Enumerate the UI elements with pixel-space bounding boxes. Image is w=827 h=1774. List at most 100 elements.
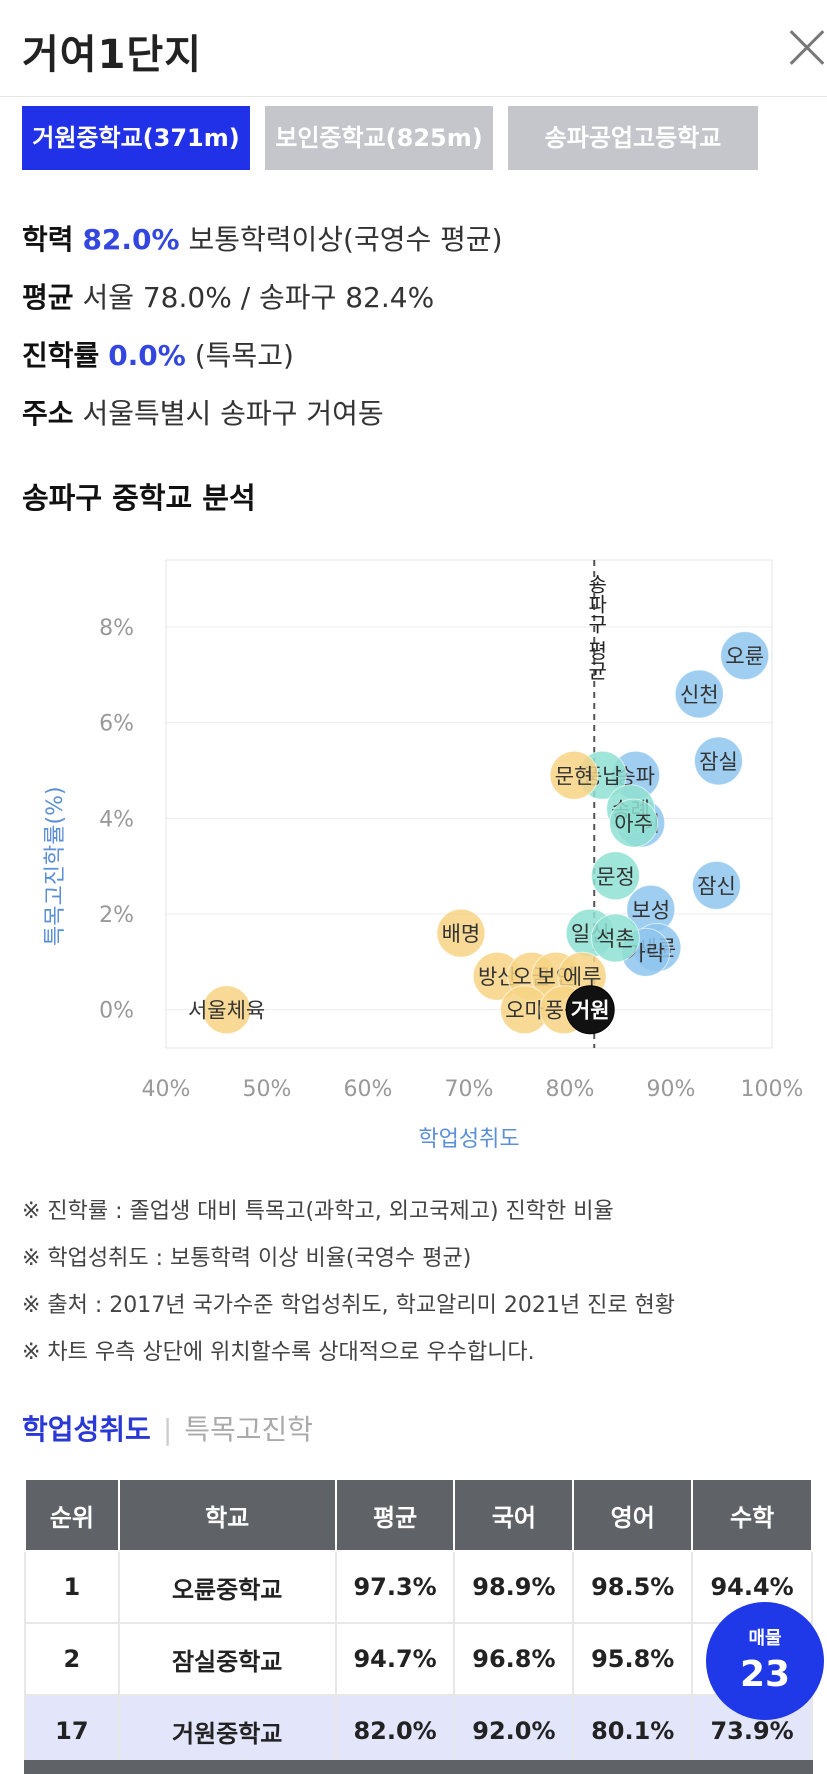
- sort-tab-advance[interactable]: 특목고진학: [184, 1413, 314, 1446]
- data-point: [565, 985, 615, 1035]
- note-3: ※ 출처 : 2017년 국가수준 학업성취도, 학교알리미 2021년 진로 …: [22, 1293, 676, 1318]
- data-point-label: 석촌: [596, 927, 635, 951]
- cell-school: 잠실중학교: [117, 1622, 337, 1696]
- table-row-current[interactable]: 17 거원중학교 82.0% 92.0% 80.1% 73.9%: [24, 1694, 813, 1768]
- y-tick-label: 0%: [99, 999, 134, 1024]
- listings-label: 매물: [748, 1628, 782, 1649]
- x-axis-label: 학업성취도: [418, 1127, 519, 1152]
- scatter-chart: 0% 2% 4% 6% 8% 40% 50% 60% 70% 80% 90% 100% 학업성취도 특목고…: [43, 559, 804, 1152]
- data-point-label: 거원: [571, 999, 610, 1023]
- academic-value: 82.0%: [82, 223, 180, 256]
- advance-desc: (특목고): [194, 339, 294, 372]
- table-header-row: 순위 학교 평균 국어 영어 수학: [24, 1478, 813, 1552]
- school-tabs: 거원중학교(371m) 보인중학교(825m) 송파공업고등학교: [22, 106, 827, 171]
- cell-rank: 1: [24, 1550, 120, 1624]
- advance-value: 0.0%: [108, 339, 186, 372]
- data-point: [720, 631, 770, 681]
- data-point: [691, 860, 741, 910]
- tab-school-3[interactable]: 송파공업고등학교: [508, 106, 758, 170]
- close-icon[interactable]: [786, 26, 826, 70]
- tab-school-1[interactable]: 거원중학교(371m): [22, 106, 250, 170]
- academic-row: 학력 82.0% 보통학력이상(국영수 평균): [22, 218, 503, 258]
- data-point: [693, 736, 743, 786]
- cell-rank: 2: [24, 1622, 120, 1696]
- cell-korean: 96.8%: [453, 1622, 575, 1696]
- table-row[interactable]: 2 잠실중학교 94.7% 96.8% 95.8%: [24, 1622, 813, 1696]
- cell-average: 82.0%: [334, 1694, 456, 1768]
- x-tick-label: 40%: [142, 1077, 191, 1102]
- data-point-label: 오마: [505, 999, 544, 1023]
- advance-row: 진학률 0.0% (특목고): [22, 334, 294, 374]
- cell-average: 94.7%: [334, 1622, 456, 1696]
- plot-area: [165, 559, 773, 1049]
- data-point: [674, 669, 724, 719]
- data-point-label: 잠신: [697, 874, 736, 898]
- cell-korean: 92.0%: [453, 1694, 575, 1768]
- col-average: 평균: [334, 1478, 456, 1552]
- data-point-label: 신천: [680, 683, 719, 707]
- address-value: 서울특별시 송파구 거여동: [82, 397, 384, 430]
- col-rank: 순위: [24, 1478, 120, 1552]
- data-point: [202, 985, 252, 1035]
- x-tick-label: 70%: [445, 1077, 494, 1102]
- y-tick-label: 2%: [99, 903, 134, 928]
- x-tick-label: 60%: [344, 1077, 393, 1102]
- data-point-label: 보성: [631, 898, 670, 922]
- col-english: 영어: [572, 1478, 694, 1552]
- average-value: 서울 78.0% / 송파구 82.4%: [82, 281, 435, 314]
- cell-korean: 98.9%: [453, 1550, 575, 1624]
- data-point: [609, 798, 659, 848]
- listings-button[interactable]: 매물 23: [706, 1602, 824, 1720]
- cell-school: 거원중학교: [117, 1694, 337, 1768]
- section-title: 송파구 중학교 분석: [22, 481, 256, 515]
- note-4: ※ 차트 우측 상단에 위치할수록 상대적으로 우수합니다.: [22, 1340, 535, 1365]
- listings-count: 23: [739, 1654, 791, 1695]
- page-title: 거여1단지: [22, 32, 203, 78]
- district-average-label: 송파구 평균: [584, 574, 608, 681]
- data-point-label: 문현: [555, 764, 594, 788]
- tab-school-2[interactable]: 보인중학교(825m): [265, 106, 493, 170]
- table-footer-bar: [24, 1760, 813, 1774]
- cell-english: 95.8%: [572, 1622, 694, 1696]
- y-tick-label: 4%: [99, 807, 134, 832]
- ranking-table: 순위 학교 평균 국어 영어 수학 1 오륜중학교 97.3% 98.9% 98…: [24, 1478, 813, 1768]
- cell-average: 97.3%: [334, 1550, 456, 1624]
- academic-desc: 보통학력이상(국영수 평균): [188, 223, 503, 256]
- address-label: 주소: [22, 397, 74, 430]
- data-point-label: 에루: [563, 965, 602, 989]
- cell-english: 80.1%: [572, 1694, 694, 1768]
- cell-school: 오륜중학교: [117, 1550, 337, 1624]
- col-korean: 국어: [453, 1478, 575, 1552]
- x-tick-label: 100%: [741, 1077, 804, 1102]
- data-point: [549, 750, 599, 800]
- academic-label: 학력: [22, 223, 74, 256]
- data-point-label: 오륜: [725, 645, 764, 669]
- x-tick-label: 80%: [546, 1077, 595, 1102]
- advance-label: 진학률: [22, 339, 100, 372]
- sort-tab-academic[interactable]: 학업성취도: [22, 1413, 151, 1446]
- cell-english: 98.5%: [572, 1550, 694, 1624]
- data-point-label: 서울체육: [188, 999, 265, 1023]
- average-label: 평균: [22, 281, 74, 314]
- table-row[interactable]: 1 오륜중학교 97.3% 98.9% 98.5% 94.4%: [24, 1550, 813, 1624]
- data-point-label: 배명: [442, 922, 481, 946]
- col-math: 수학: [691, 1478, 813, 1552]
- data-point-label: 잠실: [699, 750, 738, 774]
- data-point-label: 아주: [614, 812, 653, 836]
- note-1: ※ 진학률 : 졸업생 대비 특목고(과학고, 외고국제고) 진학한 비율: [22, 1199, 614, 1224]
- average-row: 평균 서울 78.0% / 송파구 82.4%: [22, 276, 434, 316]
- sort-tabs: 학업성취도 | 특목고진학: [22, 1408, 313, 1448]
- x-tick-label: 90%: [647, 1077, 696, 1102]
- y-axis-label: 특목고진학률(%): [43, 786, 68, 946]
- x-tick-label: 50%: [243, 1077, 292, 1102]
- note-2: ※ 학업성취도 : 보통학력 이상 비율(국영수 평균): [22, 1246, 472, 1271]
- col-school: 학교: [117, 1478, 337, 1552]
- data-point: [590, 913, 640, 963]
- header: 거여1단지: [0, 0, 827, 97]
- y-tick-label: 8%: [99, 616, 134, 641]
- y-tick-label: 6%: [99, 712, 134, 737]
- data-point: [436, 908, 486, 958]
- address-row: 주소 서울특별시 송파구 거여동: [22, 392, 384, 432]
- sort-separator: |: [162, 1413, 173, 1446]
- cell-rank: 17: [24, 1694, 120, 1768]
